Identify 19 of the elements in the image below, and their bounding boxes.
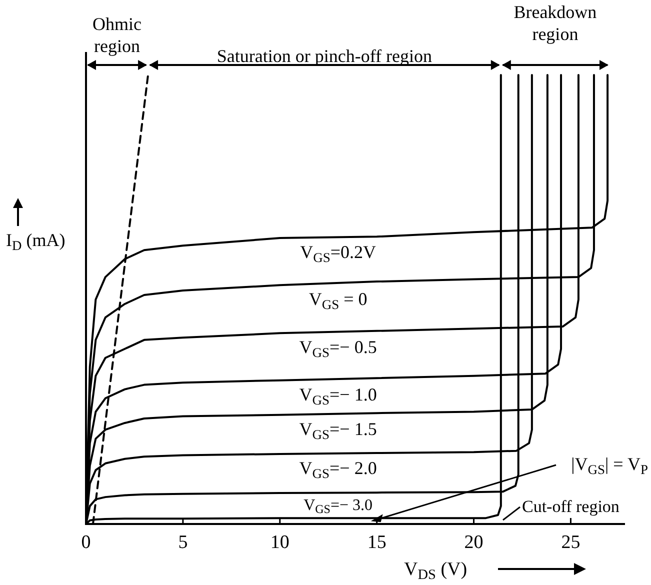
x-tick-label: 15 [367,532,386,553]
series-label: V$_{GS}$=− 0.5 [299,337,377,360]
x-tick-label: 5 [178,532,188,553]
x-tick-label: 10 [270,532,290,553]
x-axis-title: V$_{DS}$ (V) [404,559,468,582]
text: |V$_{GS}$| = V$_{P}$ [571,454,648,476]
text: Ohmic region [92,14,142,56]
text: Breakdown region [514,2,597,44]
x-tick-label: 25 [561,532,580,553]
y-axis-title: I$_{D}$ (mA) [6,230,66,252]
series-label: V$_{GS}$ = 0 [308,289,368,312]
series-label: V$_{GS}$=0.2V [300,242,376,264]
series-label: V$_{GS}$=− 2.0 [299,458,377,480]
x-tick-label: 0 [81,532,91,553]
series-label: V$_{GS}$=− 1.0 [299,384,377,407]
x-tick-label: 20 [464,532,484,553]
series-label: V$_{GS}$=− 1.5 [299,418,377,442]
series-label: V$_{GS}$=− 3.0 [304,497,373,516]
text: Saturation or pinch-off region [216,46,432,66]
